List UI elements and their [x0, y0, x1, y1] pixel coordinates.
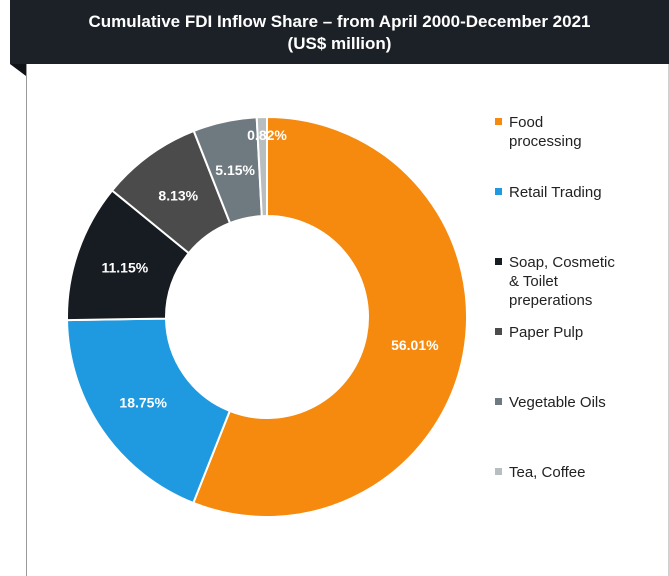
legend-label: Paper Pulp	[509, 323, 664, 342]
slice-labels: 56.01% 18.75% 11.15% 8.13% 5.15% 0.82%	[101, 127, 439, 411]
legend-swatch	[495, 188, 502, 195]
chart-title-line1: Cumulative FDI Inflow Share – from April…	[88, 12, 591, 31]
legend-label: Tea, Coffee	[509, 463, 664, 482]
header-fold-corner	[10, 64, 26, 76]
slice-retail-trading	[66, 317, 232, 505]
legend-label-line: preperations	[509, 292, 593, 309]
slice-label-soap-cosmetic-toilet-preperations: 11.15%	[101, 260, 148, 276]
legend-label: Soap, Cosmetic & Toilet preperations	[509, 253, 664, 310]
legend-label: Retail Trading	[509, 183, 664, 202]
legend-label: Food processing	[509, 113, 664, 151]
legend-label-line: & Toilet	[509, 273, 558, 290]
legend-label-line: Soap, Cosmetic	[509, 254, 615, 271]
slice-label-tea-coffee: 0.82%	[247, 127, 287, 143]
legend-swatch	[495, 468, 502, 475]
donut-slices	[66, 115, 468, 518]
legend-label-line: Retail Trading	[509, 184, 602, 201]
legend-label-line: Tea, Coffee	[509, 464, 586, 481]
slice-tea-coffee	[255, 115, 268, 218]
legend-swatch	[495, 398, 502, 405]
chart-header: Cumulative FDI Inflow Share – from April…	[10, 0, 669, 64]
slice-food-processing	[192, 115, 468, 518]
legend-label: Vegetable Oils	[509, 393, 664, 412]
slice-label-paper-pulp: 8.13%	[158, 187, 198, 203]
slice-label-retail-trading: 18.75%	[119, 395, 167, 411]
legend-swatch	[495, 328, 502, 335]
legend-swatch	[495, 118, 502, 125]
legend-swatch	[495, 258, 502, 265]
slice-label-vegetable-oils: 5.15%	[215, 162, 255, 178]
legend-label-line: Paper Pulp	[509, 324, 584, 341]
legend-label-line: Vegetable Oils	[509, 394, 606, 411]
legend-label-line: processing	[509, 133, 582, 150]
slice-label-food-processing: 56.01%	[391, 337, 439, 353]
chart-title-line2: (US$ million)	[287, 34, 392, 53]
legend-label-line: Food	[509, 114, 544, 131]
